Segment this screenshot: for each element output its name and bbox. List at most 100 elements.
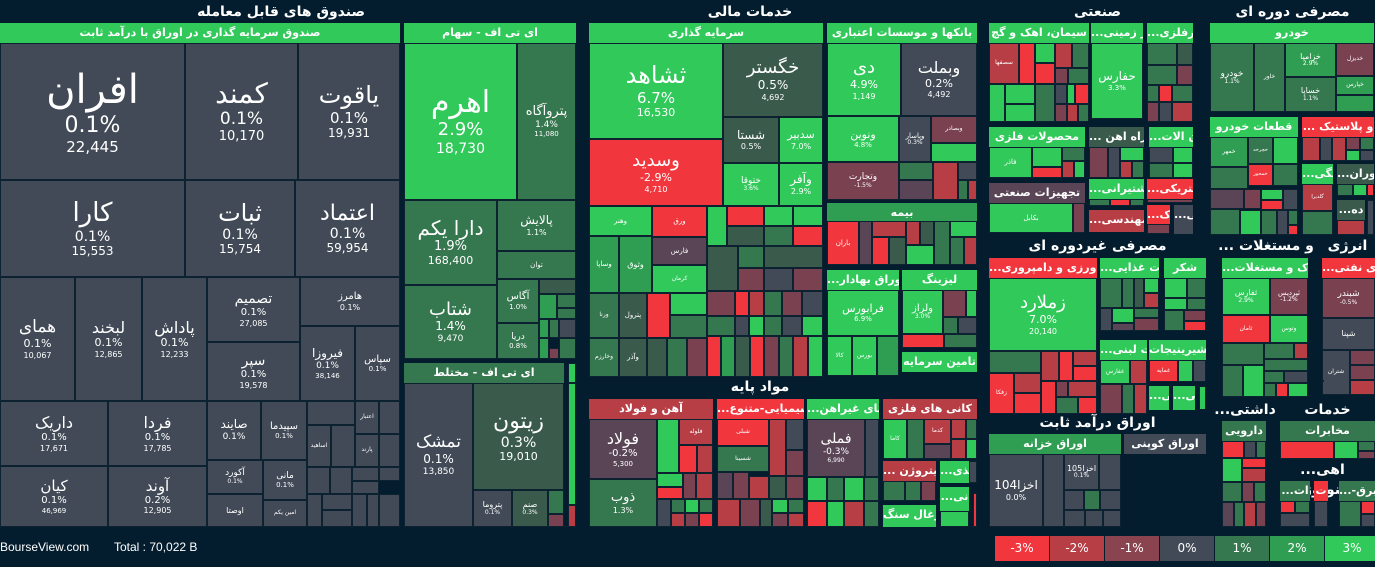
- tile-small[interactable]: [760, 499, 772, 527]
- tile-vatejarat[interactable]: وتجارت -1.5%: [827, 162, 899, 200]
- tile-small[interactable]: [1067, 84, 1075, 104]
- tile-shasta[interactable]: شستا 0.5%: [723, 117, 779, 163]
- tile-small[interactable]: [964, 237, 977, 265]
- group-header-leasing[interactable]: لیزینگ: [902, 270, 977, 290]
- tile-small[interactable]: [707, 206, 727, 246]
- tile-small[interactable]: [1276, 383, 1288, 397]
- tile-small[interactable]: [1005, 84, 1035, 104]
- tile-shapna[interactable]: شپنا: [1322, 318, 1375, 350]
- tile-small[interactable]: [568, 363, 576, 383]
- tile-dey[interactable]: دی 4.9% 1,149: [827, 43, 901, 116]
- tile-small[interactable]: [1210, 189, 1244, 209]
- tile-small[interactable]: [1068, 381, 1097, 397]
- tile-small[interactable]: [793, 336, 808, 377]
- tile-small[interactable]: [1032, 147, 1062, 167]
- tile-small[interactable]: [859, 221, 872, 265]
- group-header-misc-b[interactable]: ...ـی: [1173, 386, 1195, 410]
- tile-small[interactable]: [827, 477, 844, 501]
- group-header-securities[interactable]: ...ـــا اوراق بهادار: [827, 270, 899, 290]
- tile-foolad[interactable]: فولاد -0.2% 5,300: [589, 419, 657, 479]
- tile-small[interactable]: [1108, 147, 1120, 178]
- tile-small[interactable]: [786, 450, 804, 476]
- tile-small[interactable]: [1264, 371, 1284, 383]
- group-header-food-short[interactable]: ...غذی: [940, 461, 969, 483]
- tile-small[interactable]: [1103, 510, 1121, 527]
- tile-darik[interactable]: داریک 0.1% 17,671: [0, 401, 108, 466]
- tile-small[interactable]: [1073, 366, 1097, 381]
- tile-small[interactable]: [782, 291, 802, 316]
- tile-small[interactable]: [807, 501, 827, 527]
- tile-small[interactable]: [1177, 43, 1193, 65]
- tile-khemhar[interactable]: خمهر: [1210, 137, 1248, 167]
- tile-small[interactable]: [1041, 381, 1056, 414]
- tile-small[interactable]: [1035, 43, 1055, 63]
- tile-small[interactable]: [1112, 308, 1134, 323]
- tile-small[interactable]: [696, 473, 713, 499]
- tile-small[interactable]: [944, 334, 977, 348]
- tile-small[interactable]: [906, 245, 934, 265]
- tile-akord[interactable]: آکورد 0.1%: [207, 460, 263, 494]
- tile-small[interactable]: [1035, 63, 1055, 84]
- tile-small[interactable]: [559, 319, 576, 338]
- tile-small[interactable]: [1147, 102, 1159, 122]
- tile-small[interactable]: [1184, 321, 1206, 331]
- tile-small[interactable]: [1222, 458, 1242, 482]
- tile-small[interactable]: [1353, 184, 1367, 196]
- group-header-dairy[interactable]: ...ت لبنی: [1100, 340, 1147, 360]
- tile-small[interactable]: [738, 268, 764, 291]
- tile-vaazar[interactable]: وآذر: [619, 338, 647, 377]
- group-header-coal[interactable]: زغال سنگ: [883, 505, 936, 527]
- tile-small[interactable]: [352, 467, 379, 481]
- tile-etemad[interactable]: اعتماد 0.1% 59,954: [295, 180, 400, 277]
- tile-small[interactable]: [872, 221, 906, 237]
- tile-goldira[interactable]: گلدیرا: [1302, 184, 1333, 211]
- tile-small[interactable]: [1302, 211, 1333, 235]
- tile-sanam[interactable]: صنم 0.3%: [512, 490, 548, 527]
- tile-small[interactable]: [958, 162, 977, 180]
- tile-small[interactable]: [727, 226, 764, 246]
- tile-small[interactable]: [1367, 200, 1374, 235]
- tile-sayand[interactable]: صایند 0.1%: [207, 401, 261, 460]
- tile-small[interactable]: [1222, 502, 1234, 527]
- tile-small[interactable]: [802, 291, 823, 316]
- tile-small[interactable]: [786, 476, 804, 499]
- tile-small[interactable]: [1199, 386, 1206, 410]
- tile-small[interactable]: [872, 237, 889, 265]
- tile-small[interactable]: [1346, 137, 1360, 150]
- group-header-machinery[interactable]: ...ن الات: [1149, 127, 1193, 147]
- tile-sepidma[interactable]: سپیدما 0.1%: [261, 401, 307, 460]
- tile-firouza[interactable]: فیروزا 0.1% 38,146: [300, 326, 355, 401]
- group-header-iron-steel[interactable]: آهن و فولاد: [589, 399, 713, 419]
- tile-vanovin[interactable]: ونوین 4.8%: [827, 116, 899, 162]
- tile-small[interactable]: [679, 445, 697, 473]
- tile-small[interactable]: [733, 472, 749, 499]
- tile-small[interactable]: [1172, 102, 1193, 122]
- tile-small[interactable]: [727, 206, 764, 226]
- tile-small[interactable]: [1159, 102, 1172, 122]
- tile-small[interactable]: [539, 294, 557, 319]
- group-header-plastic[interactable]: ... و پلاستیک: [1302, 117, 1374, 137]
- tile-small[interactable]: [1055, 68, 1068, 84]
- tile-small[interactable]: [1337, 220, 1365, 235]
- tile-small[interactable]: [920, 221, 934, 245]
- tile-shetab[interactable]: شتاب 1.4% 9,470: [404, 285, 497, 359]
- tile-samaan[interactable]: ثامان: [1222, 315, 1270, 343]
- tile-small[interactable]: [1264, 359, 1308, 371]
- tile-zamlard[interactable]: زملارد 7.0% 20,140: [989, 278, 1097, 351]
- tile-small[interactable]: [1055, 104, 1067, 122]
- tile-akhza105[interactable]: اخزا105 0.1%: [1064, 454, 1099, 490]
- tile-small[interactable]: [1358, 441, 1375, 451]
- tile-small[interactable]: [950, 221, 977, 237]
- tile-small[interactable]: [968, 180, 977, 200]
- section-title-energy[interactable]: انرژی: [1327, 238, 1368, 254]
- tile-small[interactable]: [1035, 84, 1055, 122]
- group-header-food[interactable]: ...لات غذایی: [1100, 258, 1159, 278]
- tile-khodro[interactable]: خودرو 1.1%: [1210, 43, 1254, 112]
- tile-small[interactable]: [793, 226, 823, 246]
- group-header-auto-parts[interactable]: قطعات خودرو: [1210, 117, 1298, 137]
- tile-small[interactable]: [1244, 189, 1261, 209]
- tile-etebar[interactable]: اعتبار: [355, 401, 379, 434]
- tile-small[interactable]: [906, 221, 920, 245]
- tile-small[interactable]: [1256, 441, 1266, 458]
- tile-small[interactable]: [902, 334, 944, 348]
